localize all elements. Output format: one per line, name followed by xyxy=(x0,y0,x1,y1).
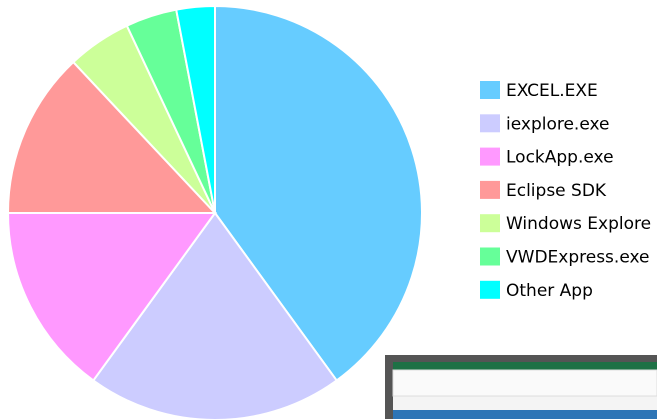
legend-label: LockApp.exe xyxy=(506,148,614,168)
thumbnail-header-row xyxy=(393,410,657,419)
thumbnail-titlebar xyxy=(393,362,657,370)
legend-swatch xyxy=(480,214,500,232)
pie xyxy=(8,6,422,419)
legend-swatch xyxy=(480,181,500,199)
legend-label: Eclipse SDK xyxy=(506,181,607,201)
legend-swatch xyxy=(480,114,500,132)
legend-swatch xyxy=(480,148,500,166)
thumbnail-ribbon xyxy=(393,370,657,396)
chart: EXCEL.EXE iexplore.exe LockApp.exe Eclipse … xyxy=(0,0,657,419)
legend-label: VWDExpress.exe xyxy=(506,248,649,268)
legend-swatch xyxy=(480,281,500,299)
window-thumbnail xyxy=(385,355,657,419)
legend-label: Windows Explore xyxy=(506,214,651,234)
legend-label: iexplore.exe xyxy=(506,114,610,134)
legend-label: EXCEL.EXE xyxy=(506,81,598,101)
legend-label: Other App xyxy=(506,281,593,301)
legend-swatch xyxy=(480,248,500,266)
legend-swatch xyxy=(480,81,500,99)
legend: EXCEL.EXE iexplore.exe LockApp.exe Eclipse … xyxy=(480,81,651,301)
